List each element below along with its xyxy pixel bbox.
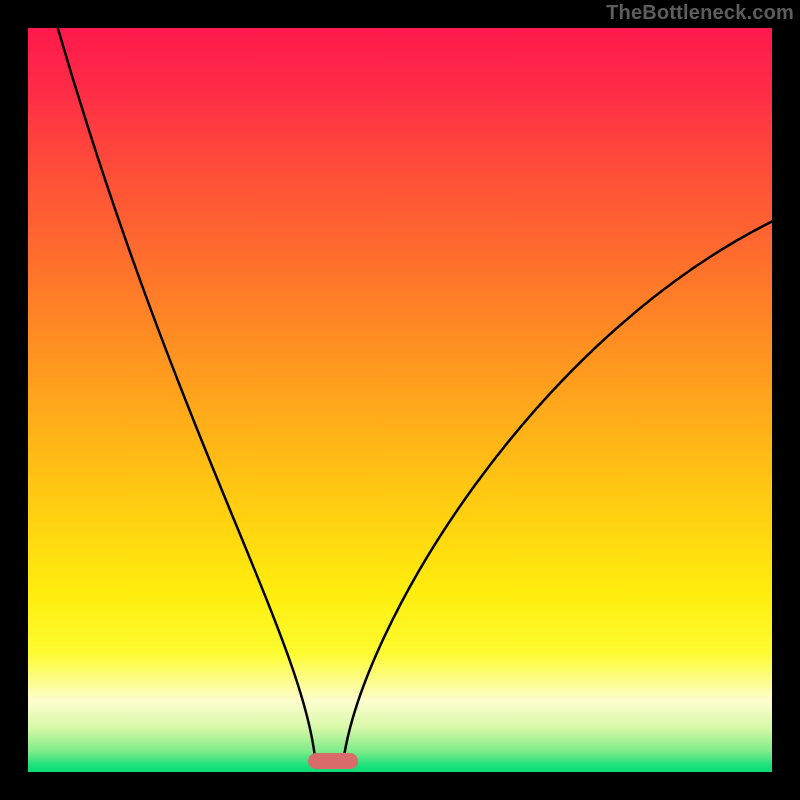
gradient-background	[28, 28, 772, 772]
watermark-text: TheBottleneck.com	[606, 2, 794, 25]
plot-svg	[28, 28, 772, 772]
plot-area	[28, 28, 772, 772]
optimal-marker	[308, 753, 358, 769]
chart-container: TheBottleneck.com	[0, 0, 800, 800]
